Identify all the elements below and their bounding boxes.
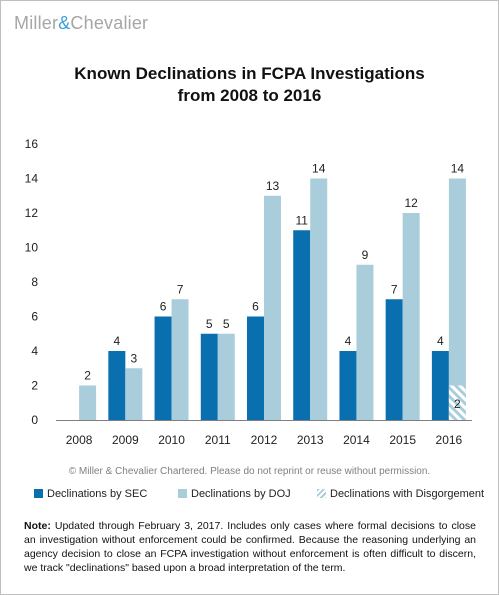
x-tick-label-2010: 2010 — [158, 433, 185, 447]
x-tick-label-2015: 2015 — [389, 433, 416, 447]
data-label-doj-2010: 7 — [177, 282, 184, 296]
data-label-sec-2009: 4 — [113, 334, 120, 348]
data-label-sec-2010: 6 — [160, 300, 167, 314]
x-tick-label-2012: 2012 — [251, 433, 278, 447]
bar-sec-2012 — [247, 316, 264, 420]
data-label-doj-2014: 9 — [362, 248, 369, 262]
data-label-doj-2015: 12 — [404, 196, 418, 210]
x-tick-label-2009: 2009 — [112, 433, 139, 447]
y-tick-label: 14 — [25, 172, 39, 186]
bar-sec-2014 — [339, 351, 357, 420]
y-tick-label: 0 — [31, 413, 38, 427]
data-label-sec-2014: 4 — [345, 334, 352, 348]
footnote: Note: Updated through February 3, 2017. … — [24, 519, 476, 575]
y-tick-label: 12 — [25, 206, 39, 220]
bar-doj-2011 — [217, 333, 235, 420]
footnote-text: Updated through February 3, 2017. Includ… — [24, 520, 476, 574]
chart-title-line1: Known Declinations in FCPA Investigation… — [74, 64, 425, 83]
data-label-disgorgement-2016: 2 — [454, 397, 461, 411]
y-tick-label: 10 — [25, 241, 39, 255]
data-label-doj-2011: 5 — [223, 317, 230, 331]
legend-label-doj: Declinations by DOJ — [191, 488, 291, 500]
bar-sec-2011 — [200, 333, 218, 420]
x-tick-label-2013: 2013 — [297, 433, 324, 447]
y-tick-label: 4 — [31, 344, 38, 358]
bar-doj-2014 — [356, 264, 374, 420]
y-tick-label: 6 — [31, 310, 38, 324]
data-label-sec-2016: 4 — [437, 334, 444, 348]
brand-logo: Miller&Chevalier — [14, 13, 149, 33]
legend-swatch-disgorgement — [317, 489, 326, 498]
y-tick-label: 8 — [31, 275, 38, 289]
x-axis: 2008 2009 2010 2011 2012 2013 2014 2015 2016 — [56, 420, 472, 447]
bar-sec-2016 — [431, 351, 449, 420]
data-label-doj-2012: 13 — [266, 179, 280, 193]
x-tick-label-2011: 2011 — [205, 433, 231, 447]
data-label-doj-2016: 14 — [451, 162, 465, 176]
data-label-doj-2008: 2 — [84, 369, 91, 383]
bar-doj-2015 — [402, 213, 420, 420]
bar-doj-2012 — [264, 195, 281, 420]
bar-sec-2009 — [108, 351, 126, 420]
legend-label-sec: Declinations by SEC — [47, 488, 148, 500]
x-tick-label-2008: 2008 — [66, 433, 93, 447]
bar-doj-2016 — [448, 178, 466, 420]
legend-item-disgorgement: Declinations with Disgorgement — [317, 488, 484, 500]
chart-title-line2: from 2008 to 2016 — [177, 86, 322, 105]
legend-label-disgorgement: Declinations with Disgorgement — [330, 488, 485, 500]
data-label-sec-2011: 5 — [206, 317, 213, 331]
bar-disgorgement-2016 — [448, 385, 466, 420]
legend-swatch-doj — [178, 489, 187, 498]
x-tick-label-2014: 2014 — [343, 433, 370, 447]
legend-item-doj: Declinations by DOJ — [178, 488, 291, 500]
bar-doj-2010 — [171, 299, 189, 420]
legend-swatch-sec — [34, 489, 43, 498]
bar-sec-2015 — [385, 299, 403, 420]
legend-item-sec: Declinations by SEC — [34, 488, 147, 500]
bar-doj-2008 — [79, 385, 97, 420]
bar-doj-2013 — [310, 178, 328, 420]
data-label-sec-2015: 7 — [391, 282, 398, 296]
data-label-doj-2009: 3 — [130, 351, 137, 365]
data-label-sec-2012: 6 — [252, 300, 259, 314]
data-label-sec-2013: 11 — [295, 213, 308, 227]
y-tick-label: 2 — [31, 379, 38, 393]
y-tick-label: 16 — [25, 137, 39, 151]
bar-doj-2009 — [125, 368, 143, 420]
copyright-notice: © Miller & Chevalier Chartered. Please d… — [68, 466, 431, 477]
y-axis: 0 2 4 6 8 10 12 14 16 — [25, 137, 39, 427]
data-label-doj-2013: 14 — [312, 162, 326, 176]
bar-sec-2010 — [154, 316, 172, 420]
bar-sec-2013 — [293, 230, 311, 420]
x-tick-label-2016: 2016 — [436, 433, 463, 447]
footnote-label: Note: — [24, 520, 51, 532]
